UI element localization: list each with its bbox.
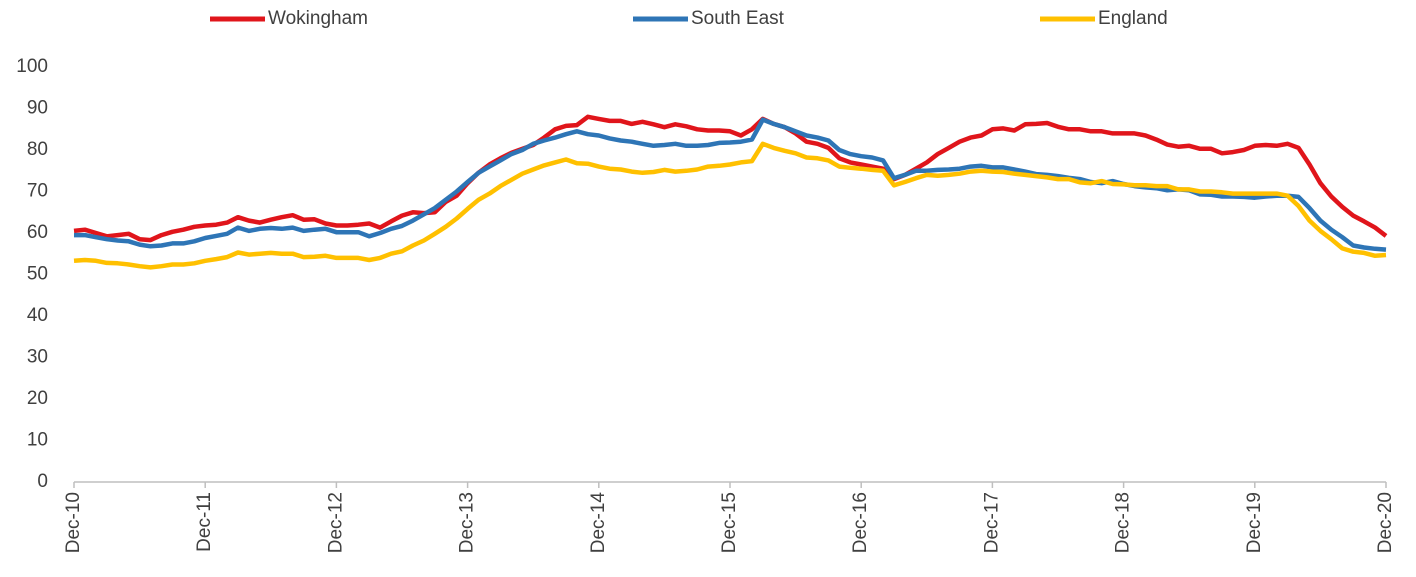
y-tick-label: 30 xyxy=(27,347,48,368)
x-tick-label: Dec-10 xyxy=(63,492,84,553)
series-line xyxy=(74,117,1387,252)
y-tick-label: 40 xyxy=(27,305,48,326)
series-line xyxy=(73,141,1387,270)
x-tick-label: Dec-18 xyxy=(1113,492,1134,553)
y-tick-label: 90 xyxy=(27,98,48,119)
x-tick-label: Dec-12 xyxy=(325,492,346,553)
y-tick-label: 80 xyxy=(27,139,48,160)
legend-label: Wokingham xyxy=(268,8,368,29)
x-tick-label: Dec-16 xyxy=(850,492,871,553)
y-tick-label: 0 xyxy=(37,471,48,492)
x-tick-label: Dec-11 xyxy=(194,492,215,552)
series-line xyxy=(73,114,1388,243)
legend-label: South East xyxy=(691,8,785,29)
y-tick-label: 60 xyxy=(27,222,48,243)
y-tick-label: 100 xyxy=(16,56,48,77)
y-tick-label: 50 xyxy=(27,264,48,285)
y-tick-label: 70 xyxy=(27,181,48,202)
x-tick-label: Dec-13 xyxy=(457,492,478,553)
legend-label: England xyxy=(1098,8,1168,29)
y-tick-label: 10 xyxy=(27,430,48,451)
y-tick-label: 20 xyxy=(27,388,48,409)
x-tick-label: Dec-15 xyxy=(719,492,740,553)
x-tick-label: Dec-19 xyxy=(1244,492,1265,553)
x-tick-label: Dec-20 xyxy=(1375,492,1396,553)
x-tick-label: Dec-17 xyxy=(981,492,1002,553)
x-tick-label: Dec-14 xyxy=(588,492,609,554)
